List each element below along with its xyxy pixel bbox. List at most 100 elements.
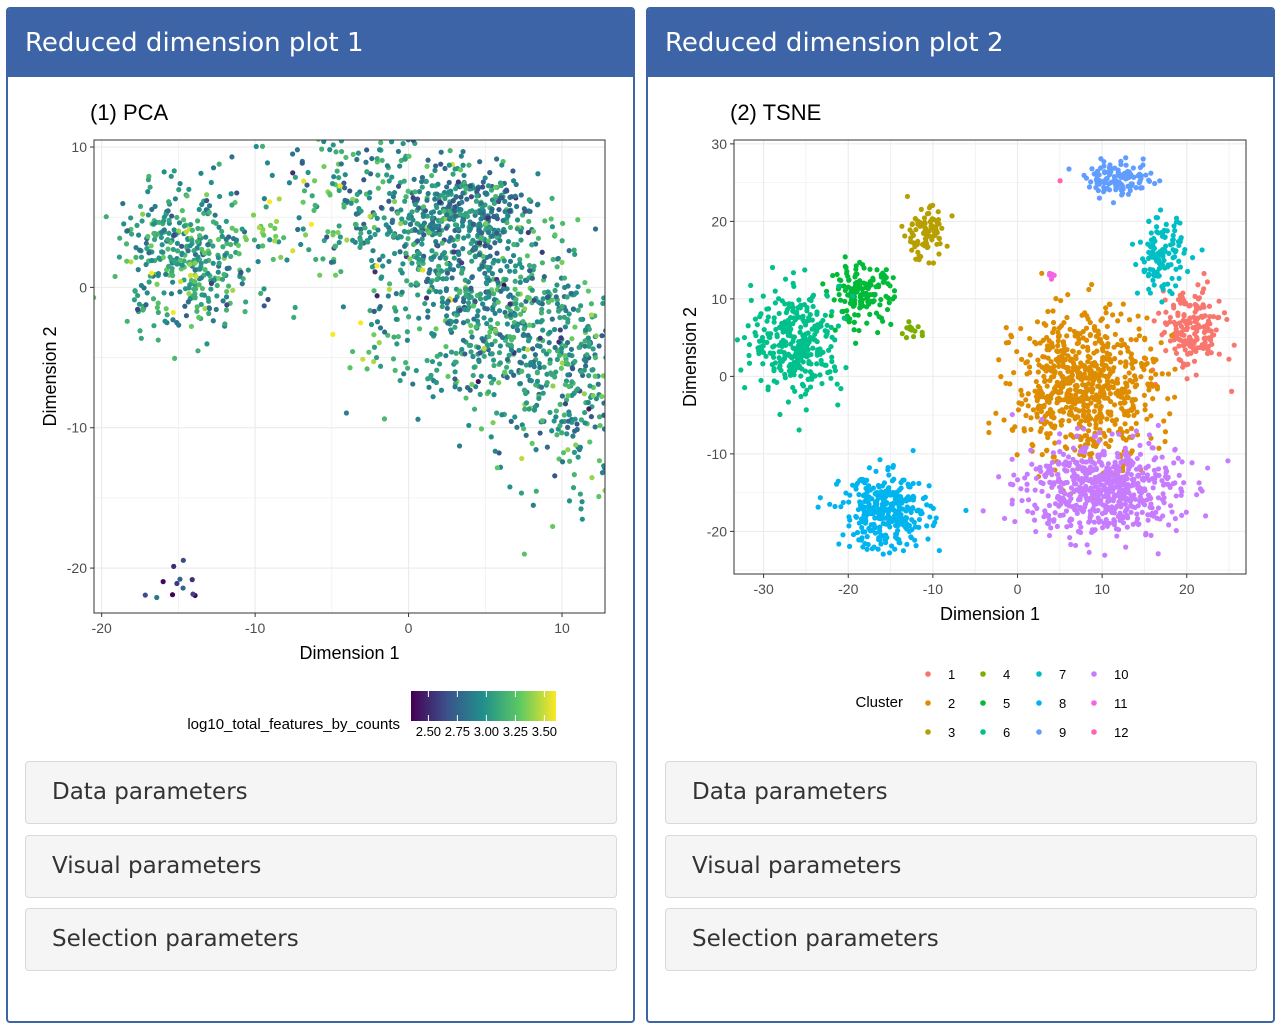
data-point: [980, 508, 986, 514]
data-point: [313, 256, 319, 263]
data-point: [234, 190, 240, 196]
data-point: [1106, 366, 1112, 372]
data-point: [380, 253, 386, 259]
data-point: [192, 295, 198, 301]
data-point: [1081, 371, 1087, 377]
panel-1-data-parameters-button[interactable]: Data parameters: [25, 761, 617, 824]
data-point: [1146, 218, 1152, 225]
data-point: [826, 347, 832, 353]
data-point: [414, 221, 420, 227]
data-point: [386, 286, 392, 293]
data-point: [1111, 517, 1117, 523]
data-point: [1086, 286, 1092, 293]
data-point: [1041, 378, 1048, 385]
data-point: [601, 426, 605, 432]
legend-key: [1091, 671, 1097, 677]
data-point: [371, 344, 378, 350]
data-point: [123, 241, 130, 247]
data-point: [512, 193, 518, 199]
data-point: [512, 286, 518, 292]
data-point: [480, 210, 486, 216]
data-point: [802, 334, 808, 340]
pca-plot-area[interactable]: -20 -10 0 10 -20 -10 0 10 (1) PCA Dimension 1 Dime…: [8, 77, 633, 759]
data-point: [810, 303, 816, 310]
data-point: [1181, 480, 1187, 486]
data-point: [1026, 364, 1033, 370]
data-point: [393, 316, 399, 322]
data-point: [800, 359, 806, 365]
data-point: [1121, 408, 1127, 414]
data-point: [1052, 510, 1058, 516]
data-point: [270, 107, 275, 112]
data-point: [434, 276, 440, 283]
data-point: [614, 444, 619, 449]
data-point: [460, 223, 466, 229]
tsne-plot-area[interactable]: -30 -20 -10 0 10 20 -20 -10 0 10 20 30 (2) TSNE Dimen…: [648, 77, 1273, 759]
data-point: [554, 301, 561, 307]
data-point: [798, 324, 804, 330]
data-point: [168, 173, 174, 179]
data-point: [378, 204, 384, 211]
data-point: [161, 290, 167, 296]
data-point: [176, 187, 182, 193]
data-point: [1073, 507, 1080, 514]
data-point: [516, 347, 522, 353]
data-point: [545, 289, 551, 295]
data-point: [1159, 371, 1165, 377]
data-point: [555, 255, 561, 262]
data-point: [431, 254, 437, 260]
data-point: [424, 197, 430, 203]
x-tick-label: 0: [405, 620, 413, 636]
panel-2-selection-parameters-button[interactable]: Selection parameters: [665, 908, 1257, 971]
data-point: [1159, 497, 1166, 503]
data-point: [433, 326, 439, 332]
data-point: [810, 345, 816, 351]
data-point: [620, 479, 625, 484]
data-point: [230, 287, 236, 293]
data-point: [151, 221, 157, 227]
data-point: [317, 133, 322, 138]
data-point: [414, 196, 421, 202]
data-point: [415, 416, 421, 422]
data-point: [1093, 422, 1099, 428]
data-point: [565, 372, 571, 378]
data-point: [1143, 355, 1149, 362]
data-point: [477, 291, 484, 297]
data-point: [864, 320, 870, 326]
data-point: [1019, 497, 1025, 504]
data-point: [578, 417, 585, 423]
data-point: [149, 257, 155, 264]
data-point: [860, 291, 867, 297]
data-point: [1156, 445, 1162, 451]
data-point: [494, 216, 500, 222]
data-point: [852, 312, 858, 318]
data-point: [1204, 322, 1210, 328]
data-point: [1138, 374, 1144, 380]
data-point: [1108, 437, 1114, 444]
data-point: [1122, 374, 1128, 380]
data-point: [1231, 342, 1237, 348]
panel-1-selection-parameters-button[interactable]: Selection parameters: [25, 908, 617, 971]
data-point: [199, 246, 205, 252]
data-point: [393, 308, 399, 314]
data-point: [795, 346, 801, 353]
data-point: [1117, 502, 1124, 508]
data-point: [452, 166, 458, 172]
data-point: [1135, 313, 1141, 319]
panel-2-visual-parameters-button[interactable]: Visual parameters: [665, 835, 1257, 898]
data-point: [405, 365, 411, 371]
data-point: [459, 260, 465, 266]
data-point: [620, 362, 625, 367]
panel-2-data-parameters-button[interactable]: Data parameters: [665, 761, 1257, 824]
data-point: [790, 338, 796, 344]
data-point: [180, 585, 186, 591]
panel-1-visual-parameters-button[interactable]: Visual parameters: [25, 835, 617, 898]
data-point: [172, 355, 178, 361]
data-point: [492, 240, 498, 246]
data-point: [728, 316, 733, 321]
data-point: [588, 312, 595, 318]
data-point: [364, 169, 370, 175]
data-point: [330, 331, 336, 337]
